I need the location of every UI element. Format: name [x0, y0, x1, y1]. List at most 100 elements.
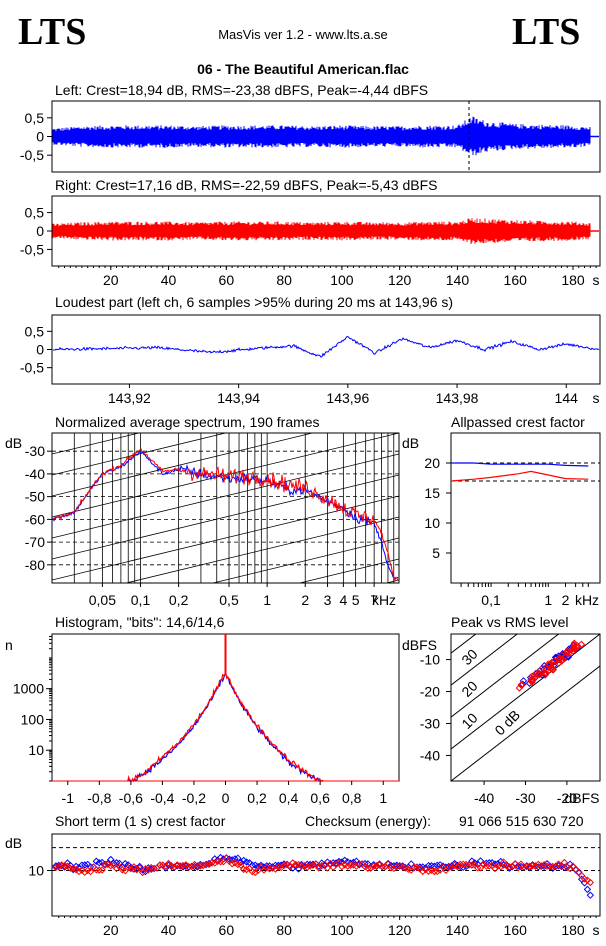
right-waveform-y-ticks: 0,5 0 -0,5 [20, 205, 52, 257]
short-term-right-point [271, 865, 280, 873]
short-term-right-point [156, 861, 164, 870]
short-term-right-point [430, 867, 439, 876]
short-term-right-point [52, 863, 60, 872]
short-term-right-point [520, 863, 528, 871]
short-term-x-tick-label: 40 [161, 922, 177, 938]
short-term-x-tick-label: 140 [446, 922, 470, 938]
loudest-part-plot [52, 336, 600, 358]
loudest-part-x-tick-label: 144 [555, 390, 579, 406]
short-term-right-point [312, 860, 320, 868]
short-term-x-tick-label: 100 [330, 922, 354, 938]
crest-y-tick-label: 15 [424, 485, 440, 501]
short-term-right-point [265, 865, 274, 873]
short-term-x-unit: s [593, 922, 600, 938]
spectrum-slope-line [298, 558, 399, 583]
histogram-x-tick-label: 1 [379, 790, 387, 806]
short-term-x-tick-label: 120 [388, 922, 412, 938]
short-term-x-tick-label: 60 [219, 922, 235, 938]
loudest-part-x-unit: s [593, 390, 600, 406]
short-term-right-point [277, 863, 285, 872]
histogram-x-tick-label: -0,8 [87, 790, 111, 806]
short-term-right-point [346, 861, 355, 869]
peak-rms-right-point [538, 664, 546, 672]
short-term-right-point [525, 862, 534, 871]
short-term-right-point [445, 863, 453, 872]
waveform-x-tick-label: 100 [330, 272, 354, 288]
short-term-right-point [101, 861, 109, 869]
histogram-x-tick-label: 0,8 [342, 790, 362, 806]
short-term-right-point [193, 862, 202, 870]
short-term-crest-frame [51, 833, 601, 917]
spectrum-x-tick-label: 5 [352, 592, 360, 608]
short-term-right-point [72, 865, 80, 874]
short-term-right-point [378, 862, 387, 871]
short-term-right-point [511, 860, 519, 868]
short-term-right-point [92, 866, 101, 874]
short-term-right-point [549, 862, 557, 871]
short-term-right-point [297, 861, 306, 870]
short-term-right-point [251, 868, 259, 877]
loudest-part-x-tick-label: 143,92 [108, 390, 151, 406]
short-term-right-point [208, 859, 216, 867]
short-term-crest-title: Short term (1 s) crest factor [55, 813, 226, 829]
short-term-right-point [303, 863, 311, 872]
peak-rms-y-ticks: -10 -20 -30 -40 [420, 652, 451, 763]
right-waveform-title: Right: Crest=17,16 dB, RMS=-22,59 dBFS, … [55, 177, 437, 193]
waveform-x-tick-label: 60 [219, 272, 235, 288]
short-term-right-point [323, 864, 332, 872]
short-term-right-point [306, 862, 314, 870]
short-term-right-point [135, 864, 144, 872]
spectrum-x-tick-label: 0,1 [131, 592, 151, 608]
spectrum-slope-line [52, 433, 314, 497]
histogram-left-curve [127, 672, 323, 783]
spectrum-slope-line [211, 537, 399, 583]
short-term-right-point [75, 867, 83, 876]
peak-rms-right-point [548, 665, 557, 674]
short-term-left-point [277, 861, 285, 869]
histogram-x-tick-label: -0,2 [182, 790, 206, 806]
histogram-x-tick-label: 0,2 [247, 790, 267, 806]
peak-rms-right-point [573, 643, 581, 652]
short-term-right-point [560, 858, 569, 867]
short-term-left-point [268, 863, 277, 871]
short-term-left-point [586, 891, 595, 899]
loudest-part-y-tick-label: 0,5 [25, 323, 45, 339]
spectrum-slope-line [52, 495, 399, 581]
short-term-right-point [291, 860, 300, 869]
left-waveform-panel: Left: Crest=18,94 dB, RMS=-23,38 dBFS, P… [20, 82, 601, 173]
histogram-x-tick-label: -1 [62, 790, 75, 806]
peak-rms-crest-diagonal [451, 634, 600, 750]
short-term-right-point [205, 860, 213, 868]
peak-rms-right-point [557, 657, 566, 665]
histogram-y-ticks: 1000 100 10 [13, 635, 52, 782]
short-term-right-point [112, 864, 121, 873]
short-term-right-point [211, 859, 219, 867]
short-term-crest-y-unit: dB [5, 835, 22, 851]
peak-rms-right-point [534, 669, 543, 678]
short-term-left-point [133, 864, 141, 873]
crest-factor-title: Allpassed crest factor [451, 414, 585, 430]
peak-rms-right-point [546, 660, 554, 669]
short-term-right-point [390, 864, 398, 873]
short-term-right-point [95, 866, 103, 874]
crest-factor-panel: Allpassed crest factor dB 20 15 10 5 0,1 1 2 k… [402, 414, 601, 608]
spectrum-x-tick-label: 7 [370, 592, 378, 608]
short-term-right-point [60, 861, 69, 870]
short-term-right-point [309, 861, 317, 870]
spectrum-y-unit: dB [5, 435, 22, 451]
short-term-right-point [78, 866, 86, 874]
loudest-part-title: Loudest part (left ch, 6 samples >95% du… [55, 294, 453, 310]
short-term-left-point [231, 855, 239, 863]
spectrum-right-line [52, 448, 399, 582]
short-term-left-point [95, 859, 103, 867]
crest-factor-frame [450, 432, 601, 584]
peak-rms-diag-label: 0 dB [491, 707, 523, 739]
left-waveform-envelope [52, 116, 591, 156]
short-term-right-point [280, 861, 288, 870]
short-term-right-point [260, 866, 268, 874]
short-term-right-point [456, 860, 465, 869]
short-term-right-point [343, 862, 352, 870]
peak-rms-left-point [564, 653, 573, 661]
